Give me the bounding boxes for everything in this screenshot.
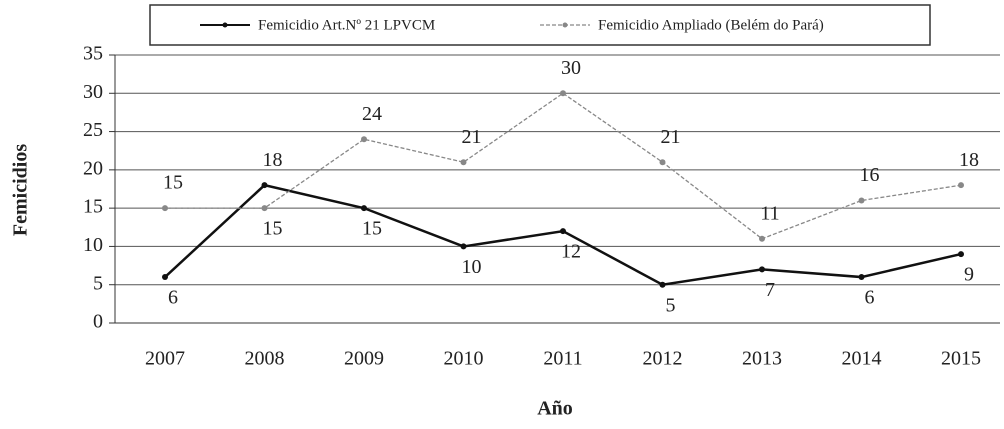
point <box>261 182 268 189</box>
data-label: 18 <box>263 149 283 171</box>
y-tick-label: 25 <box>83 119 103 141</box>
x-tick-label: 2015 <box>941 348 981 370</box>
y-tick-label: 15 <box>83 196 103 218</box>
y-tick-label: 20 <box>83 157 103 179</box>
data-label: 15 <box>362 218 382 240</box>
point <box>858 274 865 281</box>
legend-label: Femicidio Art.Nº 21 LPVCM <box>258 17 435 33</box>
x-tick-label: 2011 <box>543 348 582 370</box>
y-tick-label: 0 <box>93 311 103 333</box>
point <box>460 159 467 166</box>
point <box>361 136 367 143</box>
x-tick-label: 2010 <box>444 348 484 370</box>
x-tick-label: 2007 <box>145 348 185 370</box>
data-label: 6 <box>865 287 875 309</box>
data-label: 9 <box>964 264 974 286</box>
data-label: 12 <box>561 241 581 263</box>
data-label: 16 <box>860 164 880 186</box>
point <box>560 228 566 235</box>
x-tick-label: 2013 <box>742 348 782 370</box>
x-tick-label: 2009 <box>344 348 384 370</box>
point <box>958 182 964 189</box>
data-label: 15 <box>263 218 283 240</box>
legend-label: Femicidio Ampliado (Belém do Pará) <box>598 17 824 33</box>
data-label: 10 <box>462 256 482 278</box>
legend-marker <box>222 22 228 28</box>
point <box>958 251 964 258</box>
data-label: 30 <box>561 57 581 79</box>
point <box>560 90 566 97</box>
y-tick-label: 5 <box>93 272 103 294</box>
y-tick-label: 35 <box>83 43 103 65</box>
point <box>659 159 666 166</box>
point <box>659 281 666 288</box>
point <box>361 205 367 212</box>
point <box>759 235 765 242</box>
point <box>460 243 467 250</box>
data-label: 24 <box>362 103 382 125</box>
data-label: 15 <box>163 172 183 194</box>
x-tick-label: 2012 <box>643 348 683 370</box>
series-line <box>164 183 962 287</box>
legend-marker <box>562 22 568 28</box>
data-label: 6 <box>168 287 178 309</box>
data-label: 21 <box>661 126 681 148</box>
data-label: 5 <box>666 294 676 316</box>
series-line <box>165 92 962 240</box>
y-tick-label: 10 <box>83 234 103 256</box>
data-label: 7 <box>765 279 775 301</box>
point <box>162 205 168 212</box>
data-label: 21 <box>462 126 482 148</box>
point <box>858 197 865 204</box>
point <box>162 274 168 281</box>
x-tick-label: 2008 <box>245 348 285 370</box>
data-label: 18 <box>959 149 979 171</box>
x-axis-label: Año <box>537 398 573 420</box>
y-tick-label: 30 <box>83 81 103 103</box>
data-label: 11 <box>760 202 779 224</box>
y-axis-label: Femicidios <box>10 144 32 236</box>
point <box>759 266 765 273</box>
point <box>261 205 268 212</box>
x-tick-label: 2014 <box>842 348 882 370</box>
